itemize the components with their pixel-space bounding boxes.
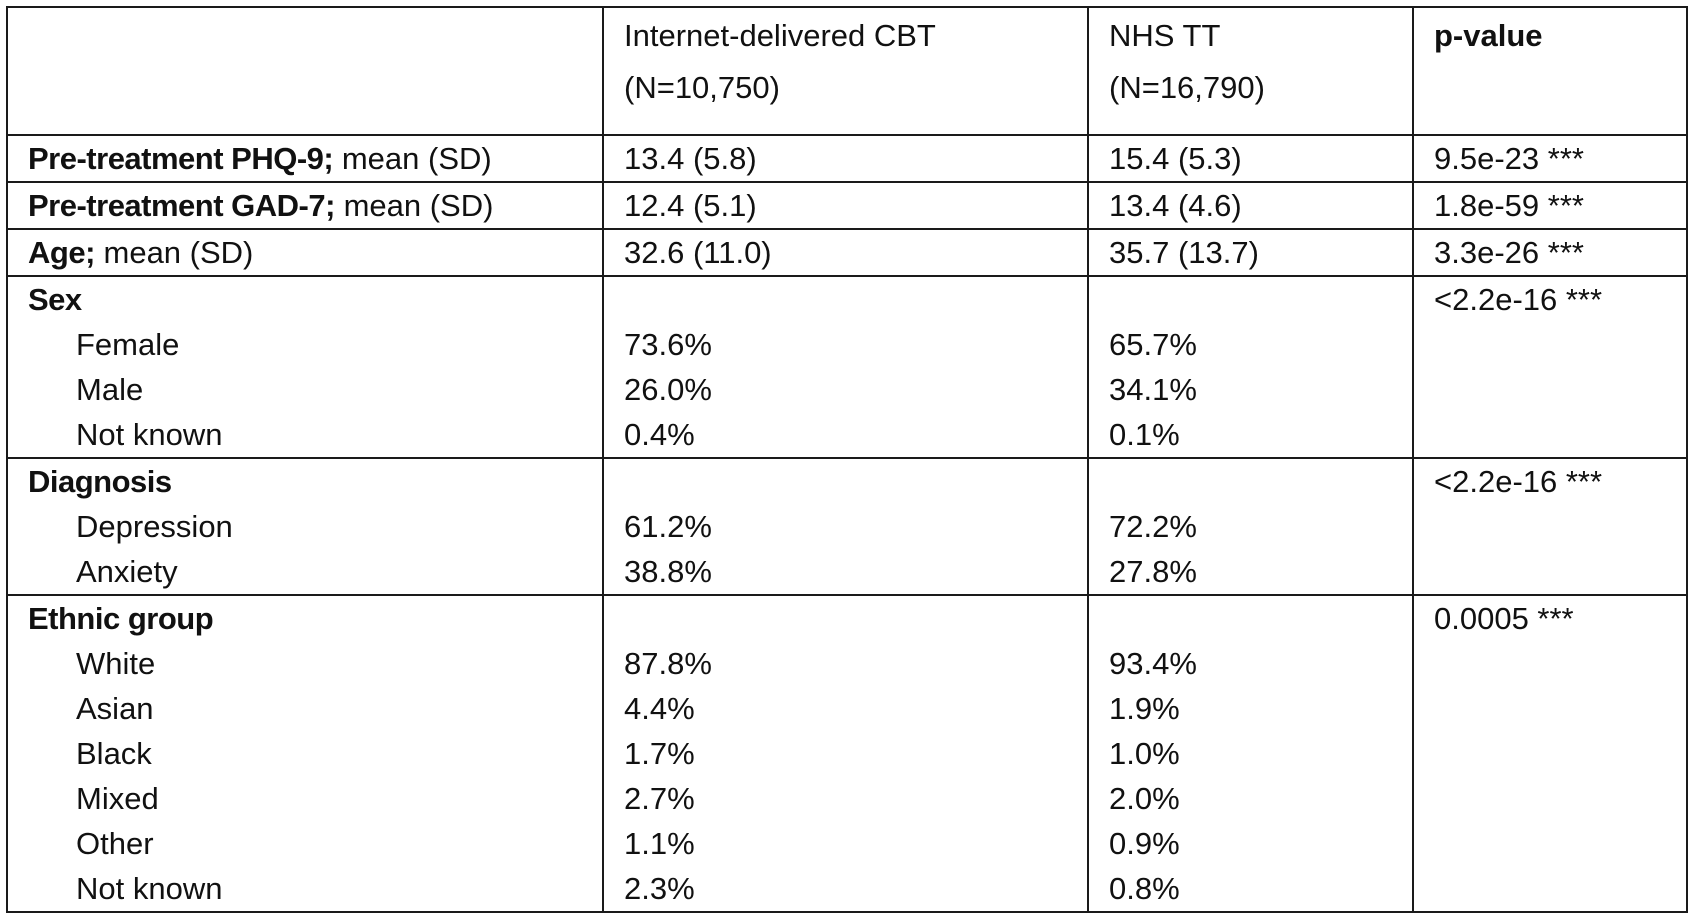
group-row: Sex Female Male Not known 73.6% 26.0% 0.4% 65… [6, 275, 1688, 459]
icbt-value: 32.6 (11.0) [602, 228, 1089, 277]
header-icbt: Internet-delivered CBT (N=10,750) [602, 6, 1089, 136]
nhs-value: 0.8% [1109, 871, 1180, 906]
icbt-value: 0.4% [624, 417, 695, 452]
header-p-value-label: p-value [1434, 18, 1543, 53]
nhs-value: 15.4 (5.3) [1087, 134, 1414, 183]
nhs-value: 27.8% [1109, 554, 1197, 589]
nhs-value: 35.7 (13.7) [1087, 228, 1414, 277]
category-label: Mixed [76, 781, 159, 816]
header-empty-cell [6, 6, 604, 136]
nhs-value: 93.4% [1109, 646, 1197, 681]
spacer [624, 597, 1086, 641]
category-label: Depression [76, 509, 233, 544]
row-label-stat: mean (SD) [333, 141, 492, 176]
row-label-bold: Age; [28, 235, 95, 270]
header-icbt-n: (N=10,750) [624, 70, 780, 105]
p-value: <2.2e-16 *** [1434, 282, 1603, 317]
icbt-value: 13.4 (5.8) [602, 134, 1089, 183]
category-label: Other [76, 826, 154, 861]
group-icbt-values: 61.2% 38.8% [602, 457, 1089, 596]
icbt-value: 38.8% [624, 554, 712, 589]
row-label: Pre-treatment GAD-7; mean (SD) [6, 181, 604, 230]
category-label: Not known [76, 871, 223, 906]
p-value: 9.5e-23 *** [1412, 134, 1688, 183]
nhs-value: 72.2% [1109, 509, 1197, 544]
icbt-value: 1.7% [624, 736, 695, 771]
group-title: Diagnosis [28, 464, 172, 499]
icbt-value: 12.4 (5.1) [602, 181, 1089, 230]
group-labels: Diagnosis Depression Anxiety [6, 457, 604, 596]
group-nhs-values: 65.7% 34.1% 0.1% [1087, 275, 1414, 459]
header-row: Internet-delivered CBT (N=10,750) NHS TT… [6, 6, 1688, 136]
icbt-value: 73.6% [624, 327, 712, 362]
group-p-value: 0.0005 *** [1412, 594, 1688, 913]
nhs-value: 0.1% [1109, 417, 1180, 452]
p-value: 0.0005 *** [1434, 601, 1574, 636]
icbt-value: 87.8% [624, 646, 712, 681]
header-p-value: p-value [1412, 6, 1688, 136]
nhs-value: 0.9% [1109, 826, 1180, 861]
nhs-value: 1.0% [1109, 736, 1180, 771]
spacer [1109, 597, 1411, 641]
category-label: Not known [76, 417, 223, 452]
table-row: Pre-treatment GAD-7; mean (SD) 12.4 (5.1)… [6, 181, 1688, 230]
icbt-value: 2.3% [624, 871, 695, 906]
header-icbt-title: Internet-delivered CBT [624, 18, 936, 53]
icbt-value: 61.2% [624, 509, 712, 544]
category-label: Anxiety [76, 554, 178, 589]
nhs-value: 2.0% [1109, 781, 1180, 816]
icbt-value: 2.7% [624, 781, 695, 816]
row-label-stat: mean (SD) [94, 235, 254, 270]
row-label: Pre-treatment PHQ-9; mean (SD) [6, 134, 604, 183]
group-row: Diagnosis Depression Anxiety 61.2% 38.8% 72… [6, 457, 1688, 596]
group-p-value: <2.2e-16 *** [1412, 457, 1688, 596]
row-label-bold: Pre-treatment GAD-7; [28, 188, 335, 223]
category-label: Male [76, 372, 144, 407]
nhs-value: 13.4 (4.6) [1087, 181, 1414, 230]
group-row: Ethnic group White Asian Black Mixed Other Not… [6, 594, 1688, 913]
nhs-value: 34.1% [1109, 372, 1197, 407]
p-value: <2.2e-16 *** [1434, 464, 1603, 499]
spacer [624, 278, 1086, 322]
row-label: Age; mean (SD) [6, 228, 604, 277]
spacer [1109, 460, 1411, 504]
icbt-value: 4.4% [624, 691, 695, 726]
group-labels: Ethnic group White Asian Black Mixed Other Not… [6, 594, 604, 913]
comparison-table: Internet-delivered CBT (N=10,750) NHS TT… [6, 6, 1688, 913]
group-labels: Sex Female Male Not known [6, 275, 604, 459]
table-row: Age; mean (SD) 32.6 (11.0) 35.7 (13.7) 3.3e… [6, 228, 1688, 277]
row-label-stat: mean (SD) [334, 188, 494, 223]
icbt-value: 1.1% [624, 826, 695, 861]
spacer [624, 460, 1086, 504]
header-nhs-n: (N=16,790) [1109, 70, 1265, 105]
group-icbt-values: 73.6% 26.0% 0.4% [602, 275, 1089, 459]
category-label: Female [76, 327, 180, 362]
spacer [1109, 278, 1411, 322]
group-p-value: <2.2e-16 *** [1412, 275, 1688, 459]
category-label: White [76, 646, 156, 681]
p-value: 1.8e-59 *** [1412, 181, 1688, 230]
icbt-value: 26.0% [624, 372, 712, 407]
row-label-bold: Pre-treatment PHQ-9; [28, 141, 334, 176]
group-nhs-values: 93.4% 1.9% 1.0% 2.0% 0.9% 0.8% [1087, 594, 1414, 913]
nhs-value: 65.7% [1109, 327, 1197, 362]
nhs-value: 1.9% [1109, 691, 1180, 726]
header-nhs-title: NHS TT [1109, 18, 1221, 53]
table-row: Pre-treatment PHQ-9; mean (SD) 13.4 (5.8)… [6, 134, 1688, 183]
p-value: 3.3e-26 *** [1412, 228, 1688, 277]
category-label: Asian [76, 691, 154, 726]
group-title: Sex [28, 282, 82, 317]
category-label: Black [76, 736, 152, 771]
group-icbt-values: 87.8% 4.4% 1.7% 2.7% 1.1% 2.3% [602, 594, 1089, 913]
table-body: Pre-treatment PHQ-9; mean (SD) 13.4 (5.8)… [6, 134, 1688, 913]
header-nhs: NHS TT (N=16,790) [1087, 6, 1414, 136]
group-title: Ethnic group [28, 601, 214, 636]
group-nhs-values: 72.2% 27.8% [1087, 457, 1414, 596]
